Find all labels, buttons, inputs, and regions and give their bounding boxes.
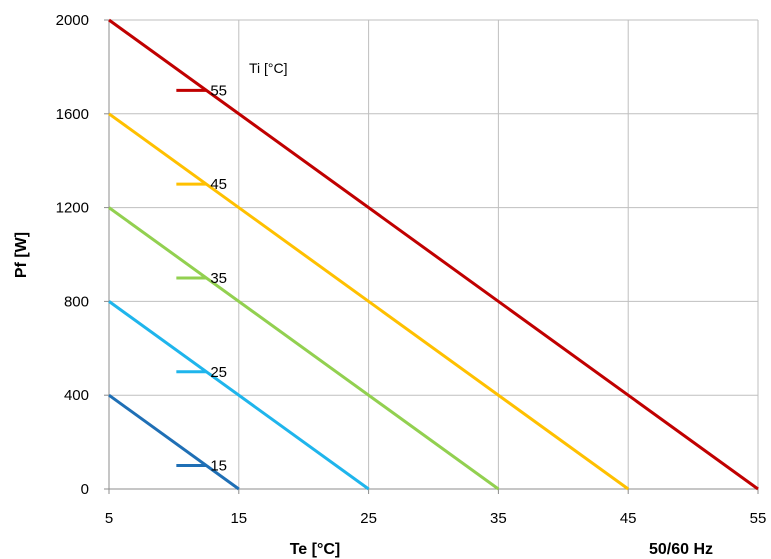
- y-tick-label: 800: [64, 293, 89, 310]
- series-label-15: 15: [210, 458, 227, 475]
- series-line-55: [108, 18, 759, 491]
- series-line-25: [108, 300, 370, 491]
- x-tick-label: 25: [360, 510, 377, 527]
- plot-frame: [104, 19, 759, 494]
- y-axis-title: Pf [W]: [13, 232, 30, 278]
- x-axis-title: Te [°C]: [290, 541, 341, 558]
- y-tick-label: 0: [81, 481, 89, 498]
- series-label-35: 35: [210, 270, 227, 287]
- series-line-35: [108, 206, 500, 491]
- series-label-55: 55: [210, 82, 227, 99]
- legend-title: Ti [°C]: [249, 60, 288, 76]
- x-tick-label: 5: [105, 510, 113, 527]
- y-tick-label: 1600: [56, 106, 89, 123]
- y-tick-label: 1200: [56, 200, 89, 217]
- series-label-45: 45: [210, 176, 227, 193]
- x-tick-label: 15: [230, 510, 247, 527]
- y-tick-labels: 0 400 800 1200 1600 2000: [56, 12, 89, 498]
- y-tick-label: 2000: [56, 12, 89, 29]
- x-tick-label: 55: [750, 510, 767, 527]
- frequency-label: 50/60 Hz: [649, 541, 713, 558]
- series-line-15: [108, 393, 240, 491]
- y-tick-label: 400: [64, 387, 89, 404]
- series-labels: 55 45 35 25 15: [176, 82, 227, 475]
- series-label-25: 25: [210, 364, 227, 381]
- x-tick-labels: 5 15 25 35 45 55: [105, 510, 767, 527]
- series-line-45: [108, 112, 630, 491]
- x-tick-label: 35: [490, 510, 507, 527]
- x-tick-label: 45: [620, 510, 637, 527]
- series-lines: [108, 18, 759, 491]
